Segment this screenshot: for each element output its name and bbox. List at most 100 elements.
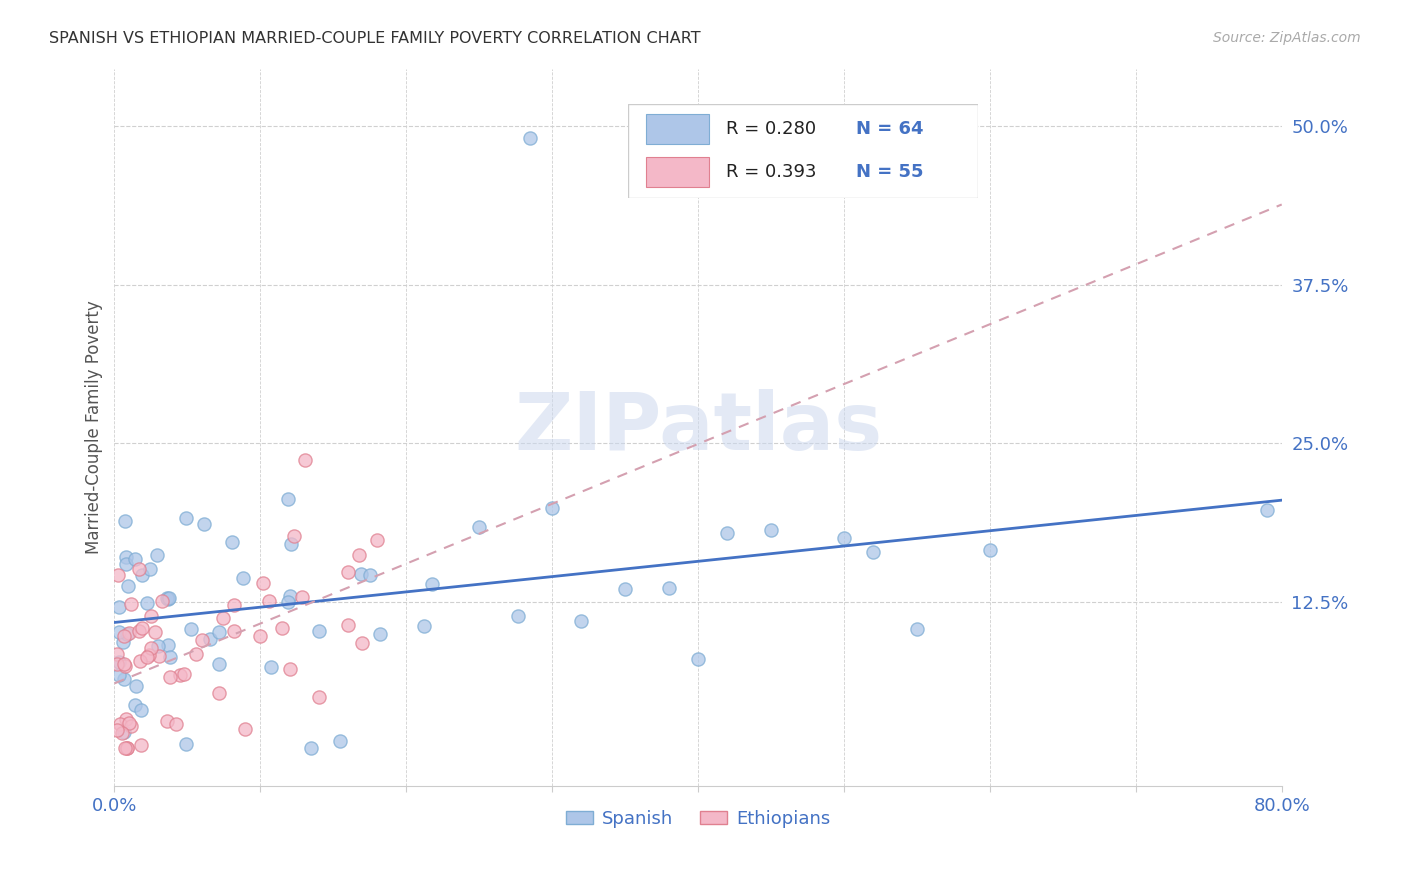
- Point: [124, 679, 146, 693]
- Point: [143, 625, 166, 640]
- Point: [180, 622, 202, 636]
- Point: [117, 579, 139, 593]
- Point: [131, 621, 153, 635]
- Point: [222, 599, 245, 613]
- Point: [136, 596, 159, 610]
- Point: [1256, 503, 1278, 517]
- Point: [832, 532, 855, 546]
- Point: [336, 618, 359, 632]
- Point: [107, 568, 129, 582]
- Point: [139, 609, 162, 624]
- Point: [128, 562, 150, 576]
- Point: [270, 621, 292, 635]
- Point: [105, 723, 128, 738]
- Point: [117, 741, 139, 756]
- Point: [221, 534, 243, 549]
- Point: [174, 738, 197, 752]
- Point: [190, 632, 212, 647]
- Point: [224, 624, 246, 638]
- Point: [277, 595, 299, 609]
- Point: [368, 627, 391, 641]
- Point: [186, 647, 208, 661]
- Point: [112, 657, 135, 672]
- Point: [131, 568, 153, 582]
- Point: [112, 629, 135, 643]
- Point: [117, 626, 139, 640]
- Point: [156, 591, 179, 606]
- Point: [249, 629, 271, 643]
- Point: [139, 562, 162, 576]
- Point: [114, 741, 136, 756]
- Point: [156, 714, 179, 729]
- Text: ZIPatlas: ZIPatlas: [515, 389, 882, 467]
- Point: [107, 599, 129, 614]
- Point: [277, 492, 299, 507]
- Point: [233, 723, 256, 737]
- Point: [422, 577, 444, 591]
- Point: [349, 548, 371, 562]
- Point: [115, 557, 138, 571]
- Point: [337, 566, 360, 580]
- Point: [541, 500, 564, 515]
- Point: [146, 640, 169, 654]
- Point: [716, 525, 738, 540]
- Point: [519, 131, 541, 145]
- Point: [105, 657, 128, 671]
- Point: [115, 741, 138, 756]
- Point: [139, 640, 162, 655]
- Point: [212, 610, 235, 624]
- Point: [115, 549, 138, 564]
- Point: [150, 594, 173, 608]
- Point: [138, 648, 160, 663]
- Point: [111, 726, 134, 740]
- Point: [291, 590, 314, 604]
- Point: [105, 647, 128, 661]
- Text: SPANISH VS ETHIOPIAN MARRIED-COUPLE FAMILY POVERTY CORRELATION CHART: SPANISH VS ETHIOPIAN MARRIED-COUPLE FAMI…: [49, 31, 700, 46]
- Point: [349, 567, 371, 582]
- Point: [129, 739, 152, 753]
- Point: [169, 668, 191, 682]
- Point: [283, 529, 305, 543]
- Point: [280, 537, 302, 551]
- Point: [174, 511, 197, 525]
- Point: [278, 589, 301, 603]
- Point: [658, 581, 681, 595]
- Point: [107, 625, 129, 640]
- Point: [129, 703, 152, 717]
- Point: [117, 715, 139, 730]
- Y-axis label: Married-Couple Family Poverty: Married-Couple Family Poverty: [86, 301, 103, 554]
- Point: [115, 712, 138, 726]
- Point: [905, 622, 928, 636]
- Point: [294, 452, 316, 467]
- Point: [252, 576, 274, 591]
- Point: [107, 667, 129, 681]
- Point: [208, 625, 231, 640]
- Point: [108, 716, 131, 731]
- Point: [329, 734, 352, 748]
- Point: [173, 667, 195, 681]
- Legend: Spanish, Ethiopians: Spanish, Ethiopians: [558, 803, 838, 835]
- Point: [156, 638, 179, 652]
- Point: [299, 741, 322, 756]
- Point: [198, 632, 221, 647]
- Point: [193, 517, 215, 532]
- Point: [159, 649, 181, 664]
- Point: [159, 670, 181, 684]
- Point: [124, 552, 146, 566]
- Point: [124, 698, 146, 712]
- Point: [148, 648, 170, 663]
- Point: [157, 591, 180, 606]
- Point: [120, 597, 142, 611]
- Point: [862, 544, 884, 558]
- Point: [120, 719, 142, 733]
- Point: [614, 582, 637, 596]
- Point: [759, 523, 782, 537]
- Point: [114, 659, 136, 673]
- Point: [136, 649, 159, 664]
- Point: [232, 571, 254, 585]
- Point: [208, 685, 231, 699]
- Point: [114, 514, 136, 528]
- Point: [257, 594, 280, 608]
- Point: [686, 652, 709, 666]
- Point: [128, 654, 150, 668]
